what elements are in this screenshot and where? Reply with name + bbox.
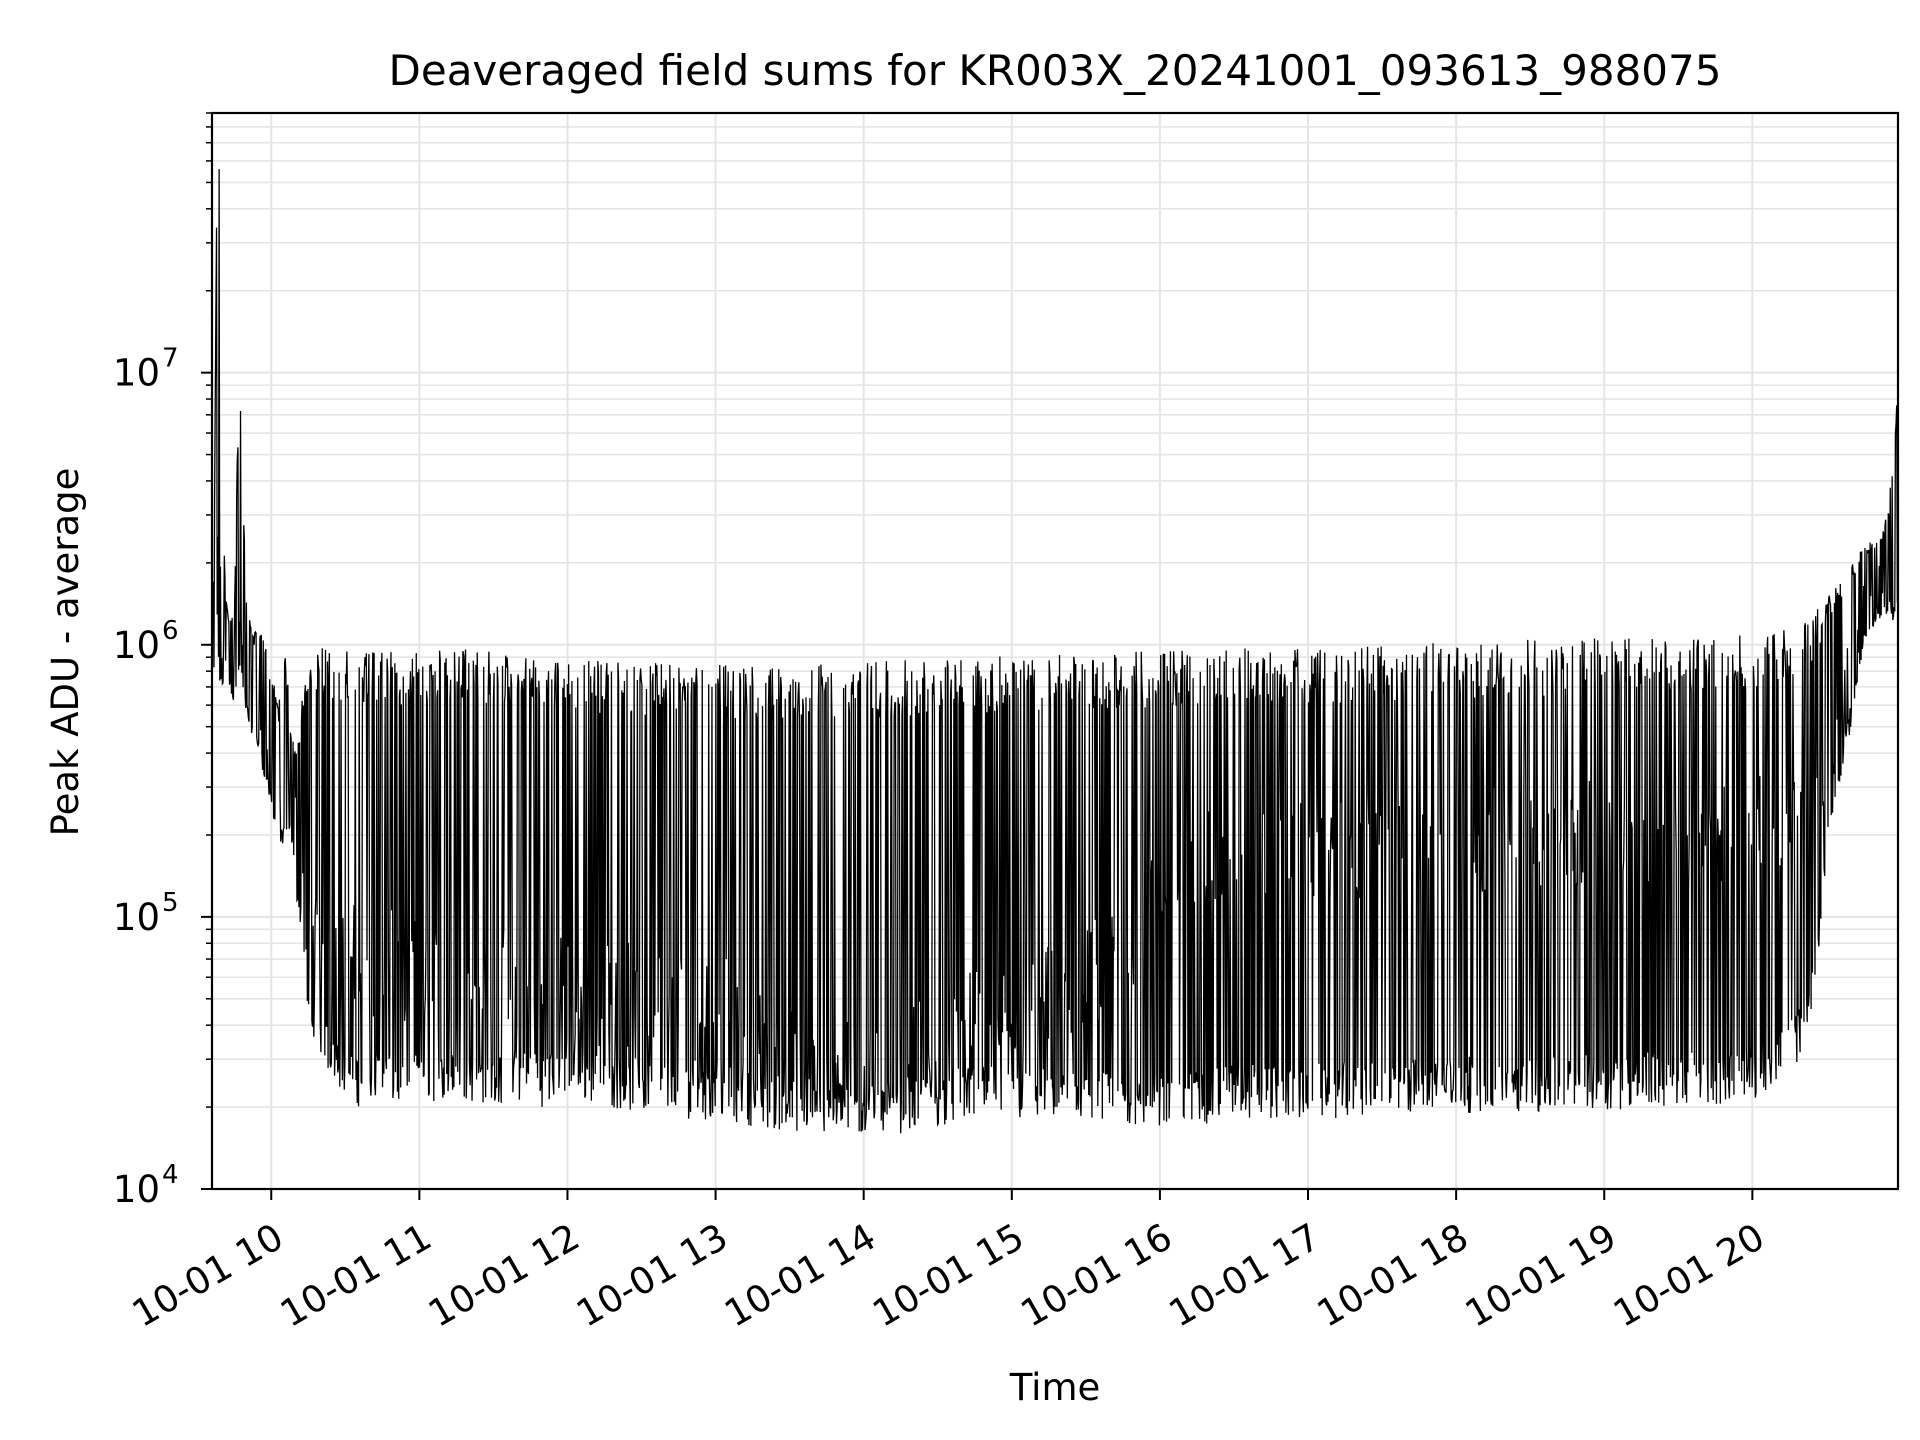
y-tick-exponent: 6: [162, 616, 179, 646]
y-tick-base: 10: [113, 352, 160, 395]
y-axis-label: Peak ADU - average: [44, 468, 87, 837]
y-tick-exponent: 4: [162, 1160, 179, 1190]
y-tick-label: 10: [113, 896, 160, 939]
y-tick-exponent: 5: [162, 888, 179, 918]
y-tick-base: 10: [113, 624, 160, 667]
y-tick-label: 10: [113, 352, 160, 395]
x-axis-label: Time: [1009, 1366, 1101, 1409]
y-tick-base: 10: [113, 1168, 160, 1211]
y-tick-label: 10: [113, 624, 160, 667]
series-line: [211, 169, 1899, 1134]
plot-frame: [210, 111, 1900, 1191]
y-tick-label: 10: [113, 1168, 160, 1211]
chart-title: Deaveraged field sums for KR003X_2024100…: [389, 46, 1722, 95]
y-tick-exponent: 7: [162, 344, 179, 374]
plot-area: [211, 169, 1899, 1134]
y-tick-base: 10: [113, 896, 160, 939]
